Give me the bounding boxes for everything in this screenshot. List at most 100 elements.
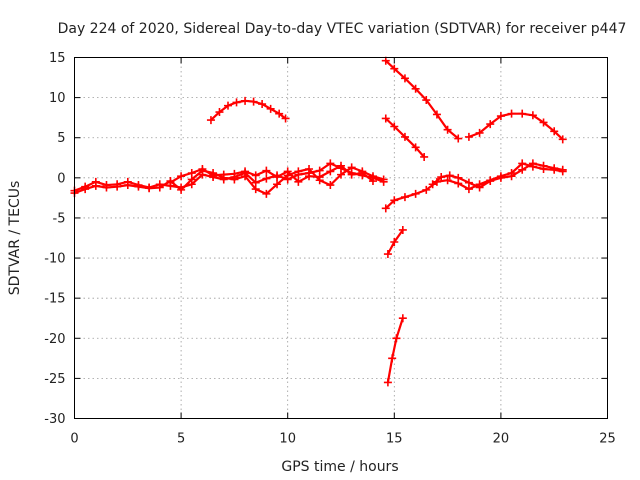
data-point [422, 185, 431, 194]
data-point [166, 178, 175, 187]
data-point [337, 170, 345, 179]
data-point [224, 101, 233, 110]
x-tick-label: 5 [177, 432, 185, 447]
data-point [518, 109, 527, 118]
data-point [294, 167, 303, 176]
data-point [388, 354, 397, 363]
data-point [443, 176, 452, 185]
data-point [400, 193, 409, 202]
data-point [398, 225, 407, 234]
x-tick-label: 15 [386, 432, 403, 447]
data-point [454, 173, 463, 182]
x-tick-label: 10 [279, 432, 296, 447]
data-point [251, 185, 260, 194]
data-point [507, 109, 516, 118]
data-point [294, 177, 303, 186]
data-point [273, 180, 282, 189]
series-line [468, 112, 564, 141]
data-point [381, 204, 390, 213]
series-arc-midday [206, 96, 290, 125]
y-tick-label: -15 [44, 292, 65, 307]
y-tick-label: -25 [44, 372, 65, 387]
data-point [358, 169, 367, 178]
series-arc-evening [464, 109, 567, 144]
y-tick-label: 15 [49, 51, 66, 66]
series-line [74, 166, 384, 195]
data-point [443, 125, 452, 134]
x-tick-label: 20 [493, 432, 510, 447]
data-point [249, 97, 258, 106]
data-point [518, 165, 527, 174]
data-point [113, 182, 122, 191]
data-point [198, 165, 207, 174]
data-point [475, 128, 484, 137]
data-point [262, 166, 271, 175]
data-point [273, 173, 282, 182]
data-point [368, 177, 377, 186]
data-point [219, 170, 228, 179]
series-descending-top [381, 56, 463, 143]
data-point [398, 314, 407, 323]
data-point [258, 100, 267, 109]
series-descending-mid [381, 114, 429, 161]
x-axis-label: GPS time / hours [281, 459, 398, 475]
data-point [102, 183, 111, 192]
y-tick-label: -20 [44, 332, 65, 347]
data-point [134, 182, 143, 191]
data-point [558, 165, 567, 174]
series-line [210, 99, 287, 121]
data-point [507, 172, 516, 181]
series-line [169, 164, 374, 184]
series-hump-afternoon [428, 159, 567, 192]
data-point [383, 378, 392, 387]
data-layer [70, 56, 567, 387]
data-point [145, 184, 154, 193]
data-point [392, 334, 401, 343]
chart-title: Day 224 of 2020, Sidereal Day-to-day VTE… [58, 21, 627, 37]
data-point [528, 159, 537, 168]
data-point [177, 172, 186, 181]
data-point [262, 174, 271, 183]
data-point [251, 171, 260, 180]
data-point [206, 116, 215, 125]
data-point [558, 135, 567, 144]
data-point [422, 96, 431, 105]
data-point [383, 250, 392, 259]
data-point [215, 108, 224, 117]
data-point [347, 163, 356, 172]
data-point [230, 169, 239, 178]
data-point [315, 173, 324, 182]
y-axis-label: SDTVAR / TECUs [7, 181, 23, 296]
data-point [81, 185, 90, 194]
data-point [539, 118, 548, 127]
data-point [381, 56, 390, 65]
data-point [400, 132, 409, 141]
data-point [528, 111, 537, 120]
y-tick-label: -30 [44, 412, 65, 427]
data-point [496, 173, 505, 182]
data-point [347, 170, 356, 179]
data-point [123, 181, 132, 190]
y-tick-label: 0 [57, 171, 65, 186]
series-line [385, 59, 459, 140]
data-point [187, 169, 196, 178]
data-point [411, 84, 420, 93]
data-point [326, 159, 335, 168]
data-point [550, 164, 559, 173]
data-point [428, 180, 437, 189]
series-baseline-b [70, 163, 388, 198]
data-point [464, 132, 473, 141]
series-line [386, 317, 404, 383]
data-point [486, 177, 495, 186]
data-point [390, 196, 399, 205]
x-tick-label: 25 [599, 432, 616, 447]
data-point [381, 114, 390, 123]
y-tick-label: -5 [53, 211, 66, 226]
data-point [91, 181, 100, 190]
data-point [305, 165, 314, 174]
data-point [464, 178, 473, 187]
data-point [262, 189, 271, 198]
data-point [437, 173, 446, 182]
tick-layer: 0 5 10 15 20 25 15 10 5 0 -5 -10 -15 -20 -25 -30 [44, 51, 616, 447]
